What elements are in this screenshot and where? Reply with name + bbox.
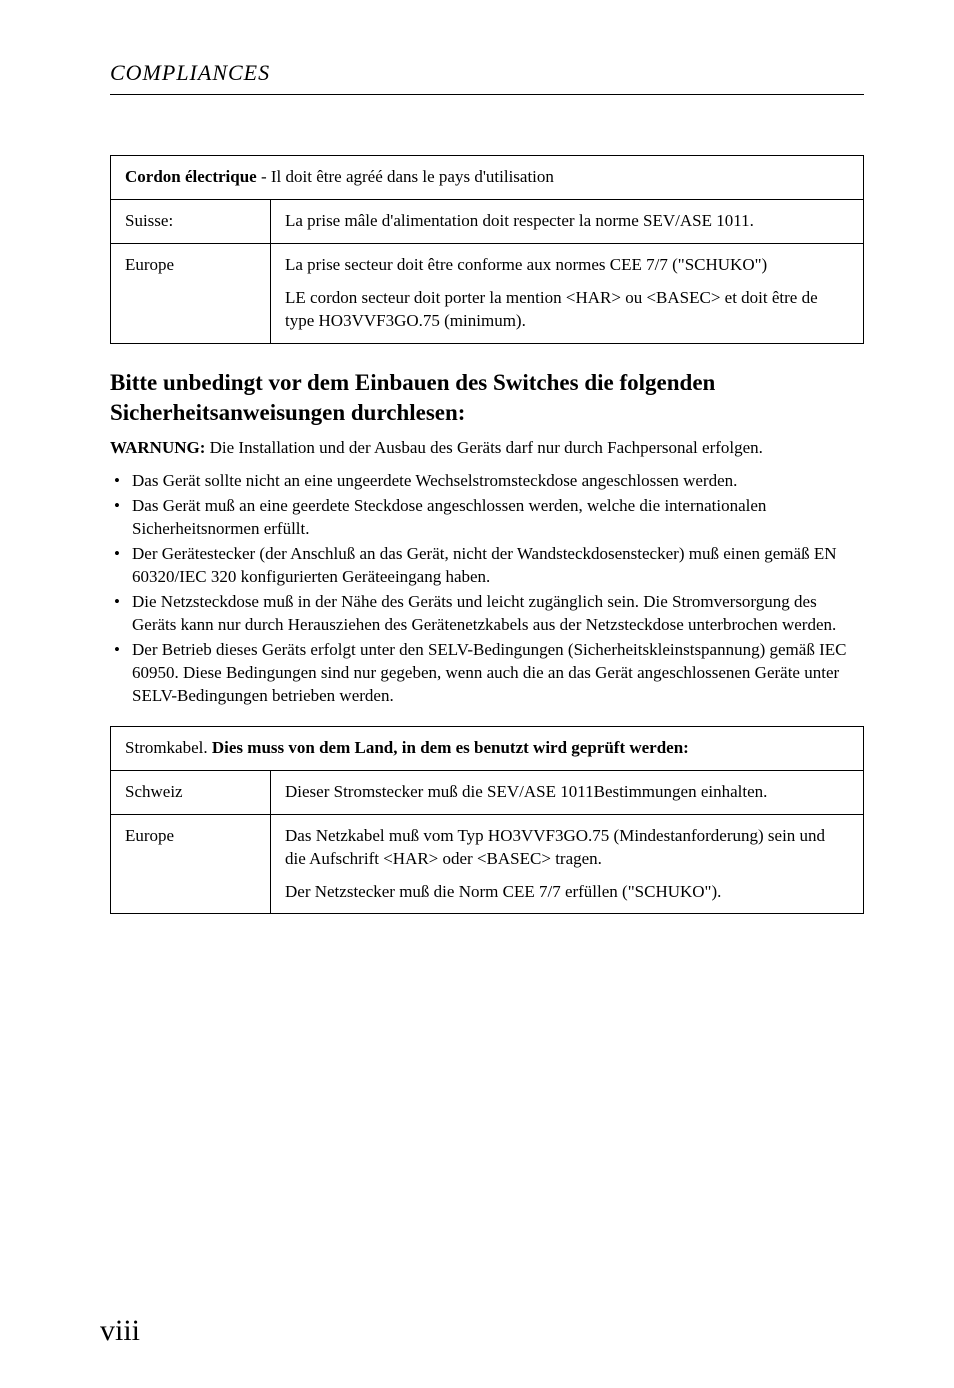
table-row: Europe La prise secteur doit être confor…	[111, 243, 864, 343]
cordon-caption-rest: - Il doit être agréé dans le pays d'util…	[257, 167, 554, 186]
cordon-caption-bold: Cordon électrique	[125, 167, 257, 186]
list-item: Das Gerät muß an eine geerdete Steckdose…	[110, 495, 864, 541]
row-content: Das Netzkabel muß vom Typ HO3VVF3GO.75 (…	[271, 814, 864, 914]
page-number: viii	[100, 1314, 140, 1348]
list-item: Der Gerätestecker (der Anschluß an das G…	[110, 543, 864, 589]
cordon-table: Cordon électrique - Il doit être agréé d…	[110, 155, 864, 344]
stromkabel-caption-pre: Stromkabel.	[125, 738, 212, 757]
row-para: Der Netzstecker muß die Norm CEE 7/7 erf…	[285, 881, 849, 904]
row-label: Schweiz	[111, 770, 271, 814]
table-row: Europe Das Netzkabel muß vom Typ HO3VVF3…	[111, 814, 864, 914]
row-label: Europe	[111, 814, 271, 914]
warning-paragraph: WARNUNG: Die Installation und der Ausbau…	[110, 437, 864, 460]
table-row: Schweiz Dieser Stromstecker muß die SEV/…	[111, 770, 864, 814]
stromkabel-caption-bold: Dies muss von dem Land, in dem es benutz…	[212, 738, 689, 757]
warning-text: Die Installation und der Ausbau des Gerä…	[205, 438, 763, 457]
row-content: La prise secteur doit être conforme aux …	[271, 243, 864, 343]
row-label: Europe	[111, 243, 271, 343]
row-label: Suisse:	[111, 199, 271, 243]
section-heading: Bitte unbedingt vor dem Einbauen des Swi…	[110, 368, 864, 428]
row-para: Dieser Stromstecker muß die SEV/ASE 1011…	[285, 781, 849, 804]
list-item: Die Netzsteckdose muß in der Nähe des Ge…	[110, 591, 864, 637]
running-head: COMPLIANCES	[110, 60, 864, 86]
list-item: Das Gerät sollte nicht an eine ungeerdet…	[110, 470, 864, 493]
cordon-caption: Cordon électrique - Il doit être agréé d…	[111, 156, 864, 200]
row-para: Das Netzkabel muß vom Typ HO3VVF3GO.75 (…	[285, 825, 849, 871]
row-para: LE cordon secteur doit porter la mention…	[285, 287, 849, 333]
list-item: Der Betrieb dieses Geräts erfolgt unter …	[110, 639, 864, 708]
stromkabel-caption: Stromkabel. Dies muss von dem Land, in d…	[111, 726, 864, 770]
bullet-list: Das Gerät sollte nicht an eine ungeerdet…	[110, 470, 864, 707]
row-para: La prise secteur doit être conforme aux …	[285, 254, 849, 277]
row-content: Dieser Stromstecker muß die SEV/ASE 1011…	[271, 770, 864, 814]
warning-label: WARNUNG:	[110, 438, 205, 457]
row-content: La prise mâle d'alimentation doit respec…	[271, 199, 864, 243]
row-para: La prise mâle d'alimentation doit respec…	[285, 210, 849, 233]
stromkabel-table: Stromkabel. Dies muss von dem Land, in d…	[110, 726, 864, 915]
table-row: Suisse: La prise mâle d'alimentation doi…	[111, 199, 864, 243]
header-rule	[110, 94, 864, 95]
